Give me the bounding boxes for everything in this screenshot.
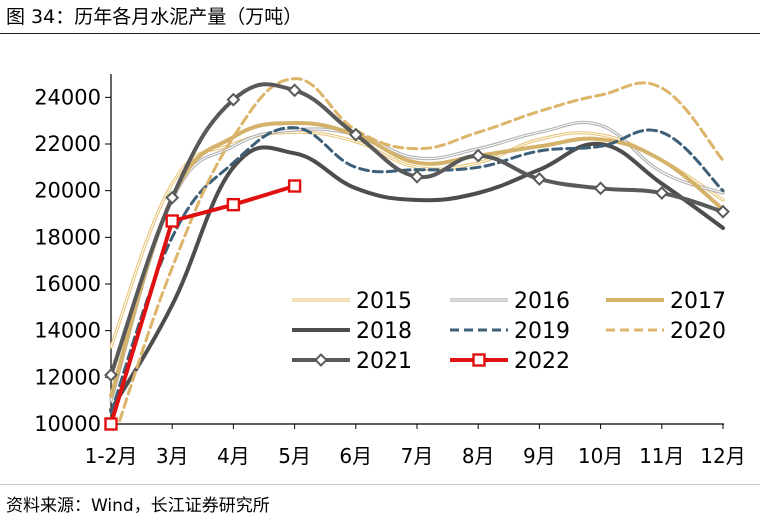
legend-label-2022: 2022 bbox=[514, 349, 570, 374]
series-line-2020 bbox=[117, 77, 725, 424]
x-tick-label: 9月 bbox=[523, 444, 556, 468]
data-point-2021 bbox=[410, 169, 424, 184]
legend-item-2019: 2019 bbox=[450, 319, 570, 344]
series-2021 bbox=[104, 82, 730, 382]
data-point-2021 bbox=[348, 127, 363, 142]
title-divider bbox=[0, 33, 760, 34]
legend-marker-2021 bbox=[314, 353, 328, 367]
data-point-2021 bbox=[287, 83, 302, 98]
data-point-2022 bbox=[104, 417, 118, 431]
legend-item-2015: 2015 bbox=[292, 289, 412, 314]
legend-item-2016: 2016 bbox=[450, 289, 570, 314]
legend-label-2018: 2018 bbox=[356, 319, 412, 344]
series-line-highlight-2015 bbox=[110, 131, 724, 348]
legend-item-2018: 2018 bbox=[292, 319, 412, 344]
figure-title: 图 34：历年各月水泥产量（万吨） bbox=[6, 6, 303, 28]
data-point-2022 bbox=[165, 214, 179, 228]
y-axis-ticks: 10000 12000 14000 16000 18000 20000 22000 24000 bbox=[34, 85, 111, 436]
series-layer bbox=[104, 77, 730, 431]
y-tick-label: 20000 bbox=[34, 179, 101, 203]
y-tick-label: 14000 bbox=[34, 319, 101, 343]
legend-label-2020: 2020 bbox=[670, 319, 726, 344]
y-tick-label: 10000 bbox=[34, 412, 101, 436]
x-tick-label: 8月 bbox=[462, 444, 495, 468]
data-point-2021 bbox=[654, 186, 669, 200]
y-tick-label: 24000 bbox=[34, 85, 101, 109]
data-point-2021 bbox=[471, 148, 486, 163]
legend-item-2020: 2020 bbox=[606, 319, 726, 344]
data-point-2021 bbox=[165, 190, 180, 205]
legend-item-2017: 2017 bbox=[606, 289, 726, 314]
series-2022 bbox=[104, 179, 302, 431]
y-tick-label: 16000 bbox=[34, 272, 101, 296]
data-point-2021 bbox=[532, 172, 547, 186]
data-point-2022 bbox=[287, 179, 302, 193]
x-tick-label: 5月 bbox=[278, 444, 311, 468]
legend-label-2016: 2016 bbox=[514, 289, 570, 314]
legend-label-2021: 2021 bbox=[356, 349, 412, 374]
x-tick-label: 11月 bbox=[639, 444, 684, 468]
legend-item-2021: 2021 bbox=[292, 349, 412, 374]
source-note: 资料来源：Wind，长江证券研究所 bbox=[6, 496, 270, 516]
legend-label-2015: 2015 bbox=[356, 289, 412, 314]
x-tick-label: 6月 bbox=[339, 444, 372, 468]
series-line-2021 bbox=[109, 82, 725, 377]
x-tick-label: 10月 bbox=[578, 444, 623, 468]
legend-label-2017: 2017 bbox=[670, 289, 726, 314]
legend-label-2019: 2019 bbox=[514, 319, 570, 344]
series-line-2017 bbox=[109, 120, 725, 398]
data-point-2022 bbox=[226, 197, 241, 212]
x-tick-label: 1-2月 bbox=[85, 444, 138, 468]
series-line-2019 bbox=[109, 126, 725, 414]
bottom-divider bbox=[0, 484, 760, 485]
series-line-2018 bbox=[109, 141, 725, 412]
data-point-2021 bbox=[716, 204, 730, 219]
x-tick-label: 12月 bbox=[700, 444, 745, 468]
legend-marker-2022 bbox=[472, 353, 486, 367]
line-chart: 10000 12000 14000 16000 18000 20000 22000 24000… bbox=[34, 74, 746, 468]
data-point-2021 bbox=[593, 181, 608, 196]
y-tick-label: 22000 bbox=[34, 132, 101, 156]
x-axis-ticks: 1-2月 3月 4月 5月 6月 7月 8月 9月 10月 11月 12月 bbox=[85, 424, 746, 468]
series-2015 bbox=[109, 130, 725, 349]
x-tick-label: 4月 bbox=[217, 444, 250, 468]
y-tick-label: 18000 bbox=[34, 225, 101, 249]
series-2017 bbox=[109, 120, 725, 398]
series-2020 bbox=[117, 77, 725, 424]
data-point-2021 bbox=[104, 368, 118, 382]
x-tick-label: 7月 bbox=[401, 444, 434, 468]
data-point-2021 bbox=[226, 92, 241, 107]
series-2018 bbox=[109, 141, 725, 412]
x-tick-label: 3月 bbox=[156, 444, 189, 468]
series-2019 bbox=[109, 126, 725, 414]
y-tick-label: 12000 bbox=[34, 365, 101, 389]
legend-item-2022: 2022 bbox=[450, 349, 570, 374]
series-line-2022 bbox=[109, 184, 297, 424]
legend: 2015 2016 2017 2018 2019 2020 2021 2022 bbox=[292, 289, 726, 374]
